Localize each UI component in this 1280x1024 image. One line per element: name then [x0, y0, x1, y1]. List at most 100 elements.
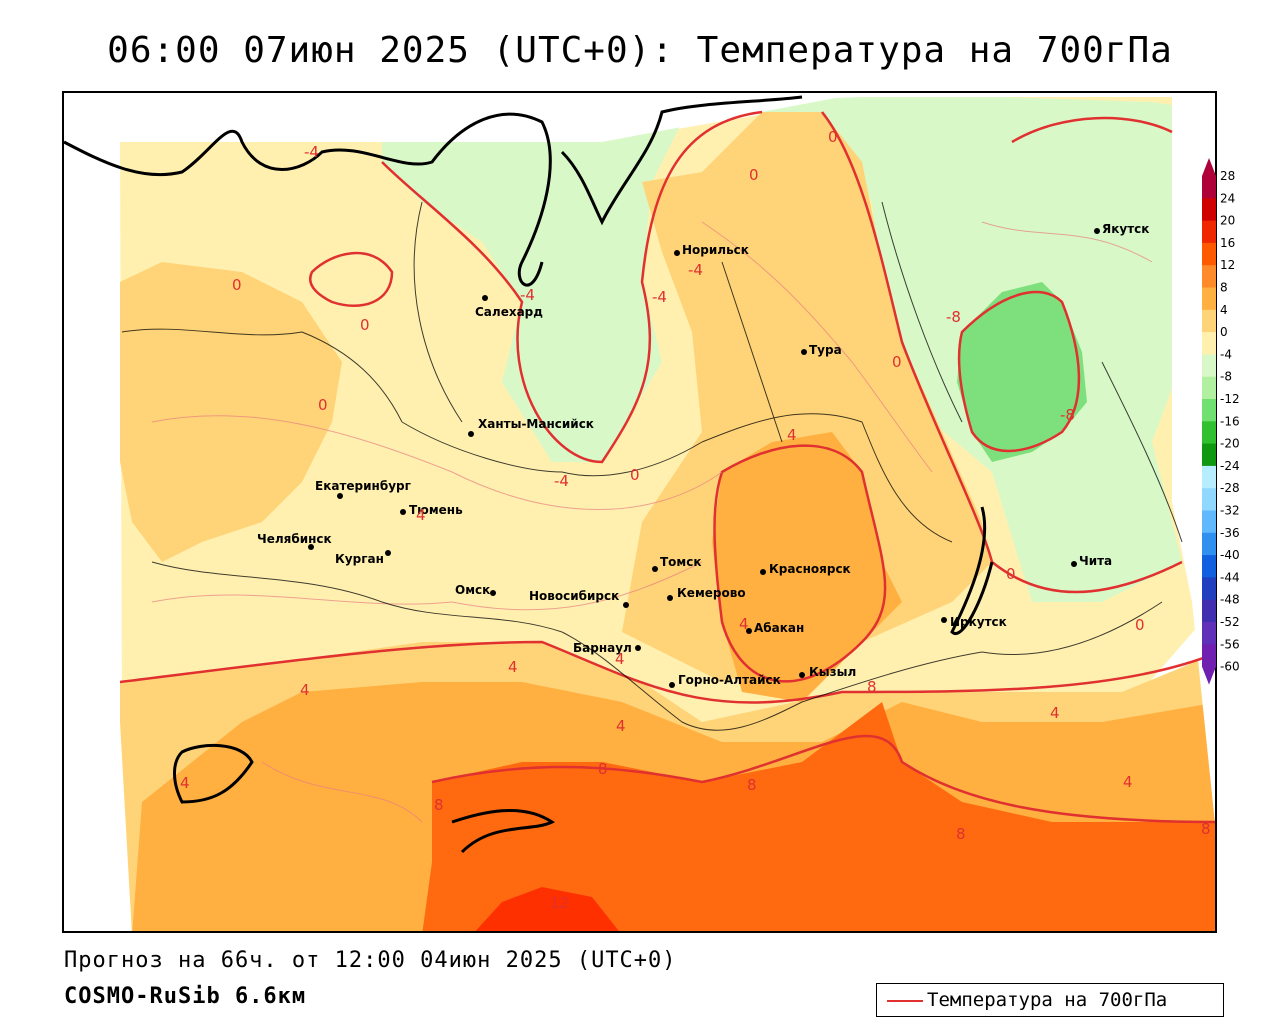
isotherm-label: 4 — [416, 506, 426, 524]
city-markers — [308, 228, 1100, 688]
colorbar-tick-label: 4 — [1220, 303, 1228, 317]
colorbar-tick-label: 24 — [1220, 191, 1235, 205]
city-marker — [799, 672, 805, 678]
colorbar-tick-label: 20 — [1220, 214, 1235, 228]
colorbar-tick-label: -60 — [1220, 660, 1240, 674]
city-label: Тюмень — [409, 503, 463, 517]
isotherm-label: -4 — [688, 261, 703, 279]
colorbar-tick-label: -36 — [1220, 526, 1240, 540]
city-marker — [623, 602, 629, 608]
colorbar-segment — [1202, 399, 1216, 422]
colorbar-tick-label: -32 — [1220, 504, 1240, 518]
city-label: Ханты-Мансийск — [478, 417, 594, 431]
colorbar-tick-label: -12 — [1220, 392, 1240, 406]
colorbar-segment — [1202, 332, 1216, 355]
colorbar-segment — [1202, 644, 1216, 668]
city-label: Кызыл — [809, 665, 856, 679]
field-warm-center — [712, 432, 902, 702]
colorbar-tick-label: 12 — [1220, 258, 1235, 272]
city-labels: Салехард Норильск Тура Якутск Ханты-Манс… — [257, 222, 1149, 687]
map-title: 06:00 07июн 2025 (UTC+0): Температура на… — [107, 30, 1173, 71]
isotherm-label: -4 — [554, 472, 569, 490]
colorbar-tick-label: -52 — [1220, 615, 1240, 629]
isotherm-label: 8 — [867, 678, 877, 696]
city-label: Челябинск — [257, 532, 332, 546]
city-label: Тура — [809, 343, 842, 357]
colorbar-tick-label: 0 — [1220, 325, 1228, 339]
colorbar-tick-label: -8 — [1220, 370, 1232, 384]
map-canvas: Салехард Норильск Тура Якутск Ханты-Манс… — [64, 93, 1215, 931]
colorbar-tick-label: -56 — [1220, 637, 1240, 651]
city-label: Красноярск — [769, 562, 851, 576]
colorbar-segment — [1202, 577, 1216, 601]
legend-label: Температура на 700гПа — [927, 989, 1168, 1011]
colorbar-segment — [1202, 354, 1216, 378]
colorbar-segment — [1202, 532, 1216, 556]
colorbar-segment — [1202, 265, 1216, 288]
isotherm-label: 8 — [1201, 820, 1211, 838]
city-label: Абакан — [754, 621, 804, 635]
isotherm-label: 0 — [1006, 565, 1016, 583]
map-legend: Температура на 700гПа — [876, 983, 1224, 1017]
isotherm-label: 0 — [828, 128, 838, 146]
isotherm-label: 0 — [749, 166, 759, 184]
isotherm-label: 4 — [1050, 704, 1060, 722]
city-label: Иркутск — [950, 615, 1007, 629]
domain-mask-left — [64, 93, 132, 931]
city-label: Новосибирск — [529, 589, 619, 603]
colorbar-tick-label: 16 — [1220, 236, 1235, 250]
city-marker — [674, 250, 680, 256]
colorbar-segment — [1202, 510, 1216, 534]
colorbar-tick-label: -44 — [1220, 570, 1240, 584]
field-cold-north — [382, 97, 1215, 602]
isotherm-label: 0 — [892, 353, 902, 371]
isotherm-label: 4 — [616, 717, 626, 735]
colorbar-tick-label: 28 — [1220, 169, 1235, 183]
city-label: Барнаул — [573, 641, 632, 655]
city-marker — [667, 595, 673, 601]
city-marker — [652, 566, 658, 572]
colorbar-segment — [1202, 220, 1216, 244]
city-label: Курган — [335, 552, 384, 566]
city-label: Горно-Алтайск — [678, 673, 781, 687]
city-marker — [635, 645, 641, 651]
city-label: Норильск — [682, 243, 749, 257]
colorbar-segment — [1202, 465, 1216, 489]
colorbar-tick-label: -28 — [1220, 481, 1240, 495]
city-marker — [1071, 561, 1077, 567]
isotherm-label: 8 — [956, 825, 966, 843]
colorbar-svg: 28 24 20 16 12 8 4 0 -4 -8 -12 -16 -20 -24 -28 -32 -36 -4… — [1202, 158, 1240, 685]
isotherm-labels: -4 0 0 0 0 -4 -4 -4 0 -8 0 -8 4 0 -4 4 4… — [180, 128, 1211, 912]
isotherm-label: 4 — [180, 774, 190, 792]
isotherms — [119, 110, 1215, 824]
temperature-colorbar: 28 24 20 16 12 8 4 0 -4 -8 -12 -16 -20 -24 -28 -32 -36 -4… — [1200, 158, 1280, 688]
isotherm-label: 8 — [747, 776, 757, 794]
model-name: COSMO-RuSib 6.6км — [64, 984, 307, 1009]
colorbar-segment — [1202, 287, 1216, 311]
city-marker — [468, 431, 474, 437]
colorbar-segment — [1202, 176, 1216, 199]
city-marker — [760, 569, 766, 575]
isotherm-label: 4 — [739, 615, 749, 633]
colorbar-segment — [1202, 488, 1216, 511]
temperature-map[interactable]: Салехард Норильск Тура Якутск Ханты-Манс… — [62, 91, 1217, 933]
colorbar-segment — [1202, 599, 1216, 623]
colorbar-tick-label: -16 — [1220, 414, 1240, 428]
coastlines — [64, 95, 994, 854]
isotherm-label: 4 — [1123, 773, 1133, 791]
isotherm-label: 4 — [787, 426, 797, 444]
colorbar-segment — [1202, 242, 1216, 266]
city-marker — [801, 349, 807, 355]
isotherm-label: 8 — [598, 760, 608, 778]
isotherm-label: 4 — [615, 650, 625, 668]
colorbar-tick-label: -24 — [1220, 459, 1240, 473]
isotherm-label: 0 — [318, 396, 328, 414]
isotherm-label: -8 — [946, 308, 961, 326]
isotherm-label: -4 — [520, 286, 535, 304]
isotherm-label: 0 — [360, 316, 370, 334]
colorbar-segment — [1202, 376, 1216, 400]
city-label: Екатеринбург — [315, 479, 411, 493]
legend-line-swatch — [887, 1000, 923, 1002]
colorbar-segment — [1202, 622, 1216, 645]
city-marker — [400, 509, 406, 515]
